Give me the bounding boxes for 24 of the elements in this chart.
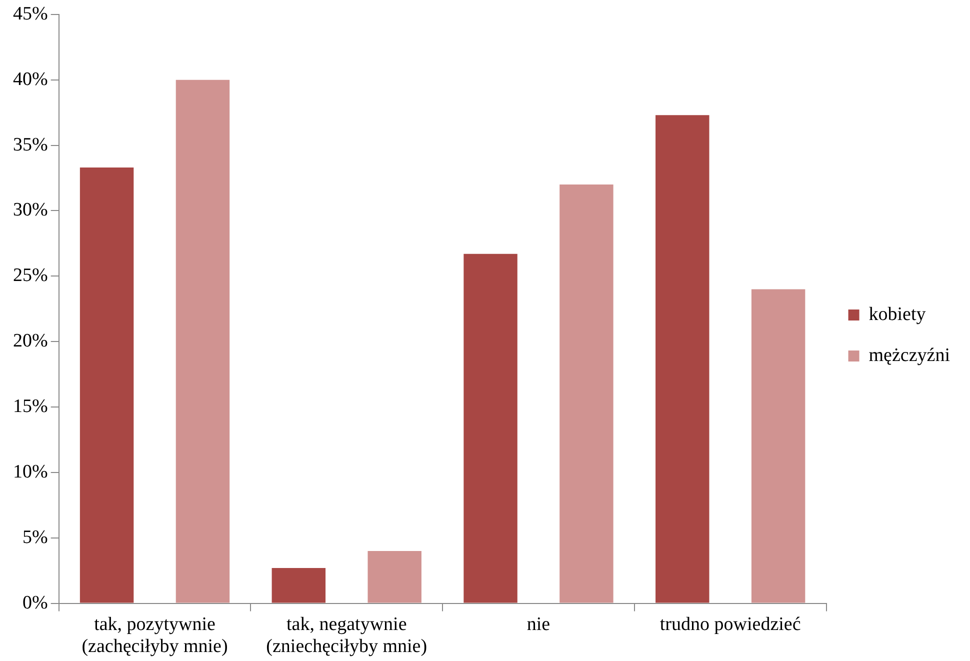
- x-tick-label: tak, negatywnie (zniechęciłyby mnie): [266, 614, 428, 658]
- y-tick-label: 0%: [22, 592, 48, 614]
- y-tick-label: 10%: [13, 461, 48, 482]
- x-tick-label: tak, pozytywnie (zachęciłyby mnie): [82, 614, 228, 658]
- y-tick-label: 25%: [13, 265, 48, 286]
- y-tick-label: 40%: [13, 68, 48, 90]
- legend-label: kobiety: [868, 304, 926, 325]
- bar: [656, 115, 710, 603]
- bar: [80, 168, 134, 603]
- y-tick-label: 15%: [13, 396, 48, 417]
- bar: [368, 550, 422, 603]
- bar: [560, 184, 614, 603]
- x-tick-label: nie: [526, 614, 550, 636]
- bar: [176, 80, 230, 603]
- legend-label: mężczyźni: [868, 344, 950, 366]
- y-tick-label: 35%: [13, 134, 48, 156]
- bar: [751, 289, 806, 603]
- y-tick-label: 30%: [13, 200, 48, 221]
- x-tick-label: trudno powiedzieć: [660, 614, 801, 636]
- y-tick-label: 45%: [13, 3, 48, 24]
- bar: [464, 254, 518, 603]
- bar: [272, 568, 326, 603]
- y-tick-label: 20%: [13, 330, 48, 352]
- y-tick-label: 5%: [22, 526, 48, 548]
